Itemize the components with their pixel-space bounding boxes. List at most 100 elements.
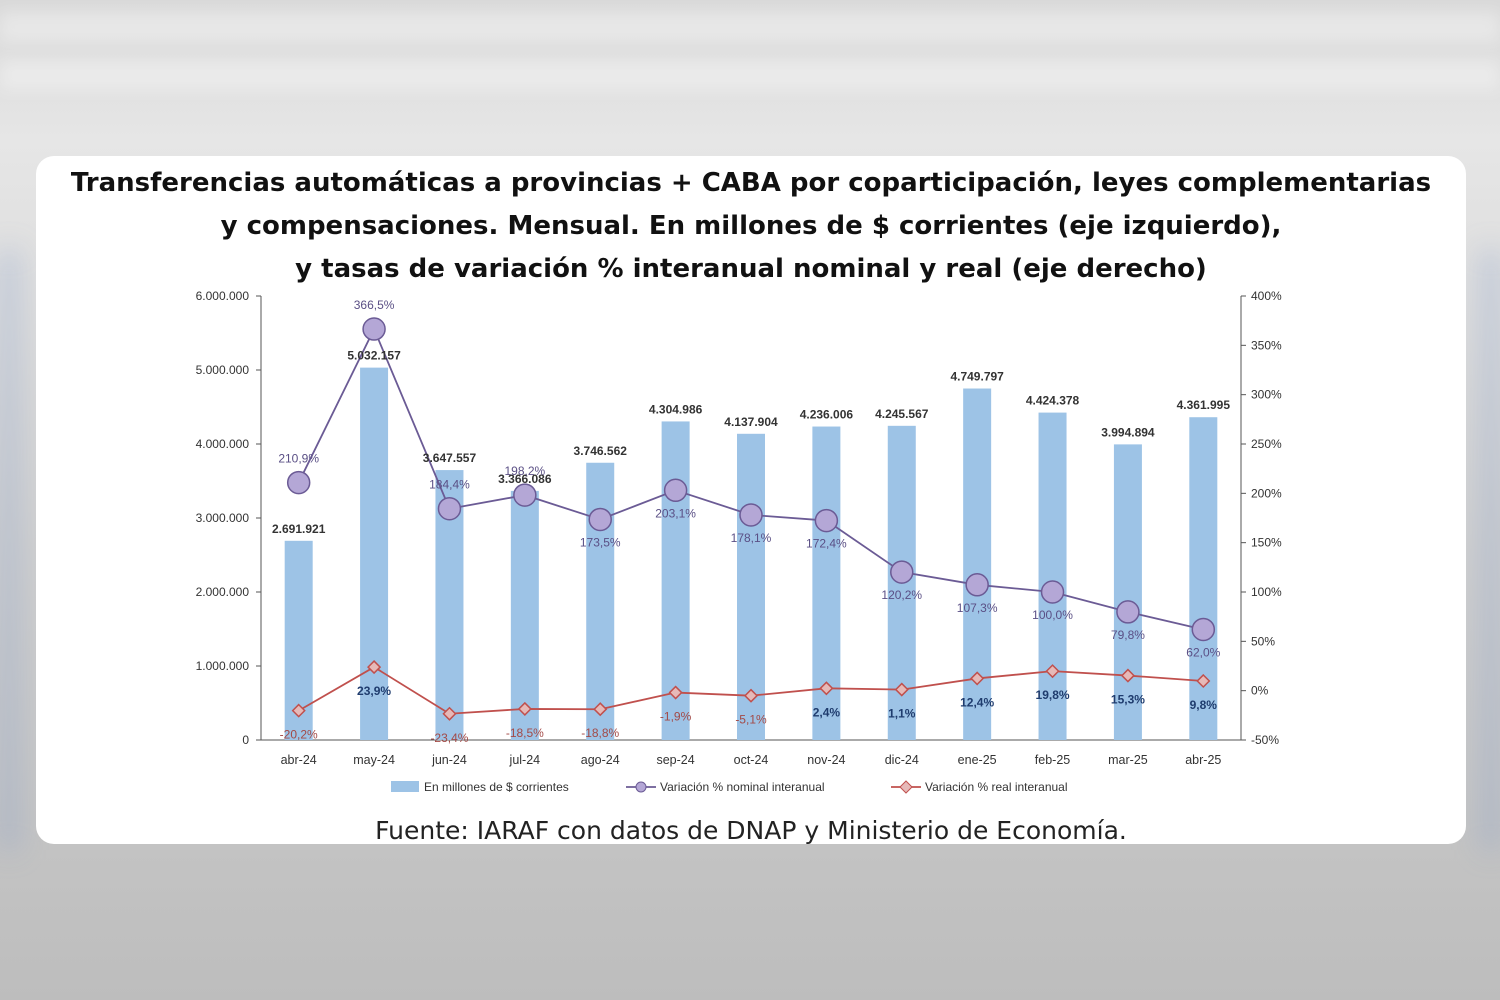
nominal-data-label: 198,2% bbox=[504, 464, 545, 478]
nominal-data-label: 203,1% bbox=[655, 506, 696, 520]
nominal-data-label: 79,8% bbox=[1111, 628, 1145, 642]
real-point bbox=[291, 703, 306, 718]
right-axis-tick-label: 300% bbox=[1251, 388, 1282, 402]
x-axis-tick-label: abr-24 bbox=[281, 753, 317, 767]
bar bbox=[586, 462, 615, 740]
x-axis-tick-label: mar-25 bbox=[1108, 753, 1148, 767]
nominal-point bbox=[890, 560, 914, 584]
left-axis-tick-label: 4.000.000 bbox=[196, 437, 250, 451]
source-note: Fuente: IARAF con datos de DNAP y Minist… bbox=[375, 816, 1127, 844]
x-axis-tick-label: ago-24 bbox=[581, 753, 620, 767]
right-axis-tick-label: 50% bbox=[1251, 634, 1275, 648]
x-axis-tick-label: nov-24 bbox=[807, 753, 845, 767]
x-axis-tick-label: jun-24 bbox=[431, 753, 467, 767]
bar-data-label: 4.137.904 bbox=[724, 415, 778, 429]
nominal-data-label: 210,9% bbox=[278, 452, 319, 466]
bar-data-label: 3.746.562 bbox=[574, 444, 628, 458]
x-axis-tick-label: oct-24 bbox=[734, 753, 769, 767]
real-data-label: 23,9% bbox=[357, 684, 391, 698]
right-axis-tick-label: 200% bbox=[1251, 486, 1282, 500]
bar-data-label: 4.424.378 bbox=[1026, 394, 1080, 408]
left-axis-tick-label: 2.000.000 bbox=[196, 585, 250, 599]
right-axis-tick-label: -50% bbox=[1251, 733, 1279, 747]
chart-title: Transferencias automáticas a provincias … bbox=[36, 162, 1466, 291]
bar-data-label: 4.236.006 bbox=[800, 408, 854, 422]
real-point bbox=[517, 701, 532, 716]
real-point bbox=[442, 706, 457, 721]
x-axis-tick-label: sep-24 bbox=[656, 753, 694, 767]
nominal-data-label: 100,0% bbox=[1032, 608, 1073, 622]
bar bbox=[510, 490, 539, 740]
real-point bbox=[743, 688, 759, 703]
real-data-label: -18,5% bbox=[506, 726, 544, 740]
nominal-data-label: 120,2% bbox=[881, 588, 922, 602]
bar bbox=[1113, 444, 1142, 740]
blurred-background-text bbox=[0, 60, 1500, 90]
combo-chart: 0 1.000.000 2.000.000 3.000.000 4.000.000 5.0… bbox=[196, 289, 1282, 794]
real-point bbox=[970, 671, 985, 686]
left-axis-tick-label: 5.000.000 bbox=[196, 363, 250, 377]
x-axis-tick-label: ene-25 bbox=[958, 753, 997, 767]
nominal-data-label: 107,3% bbox=[957, 601, 998, 615]
nominal-data-label: 62,0% bbox=[1186, 645, 1220, 659]
nominal-point bbox=[362, 317, 386, 341]
nominal-point bbox=[588, 507, 612, 532]
chart-title-line-2: y compensaciones. Mensual. En millones d… bbox=[220, 211, 1282, 241]
nominal-point bbox=[437, 496, 462, 521]
nominal-point bbox=[1116, 600, 1140, 624]
real-data-label: 12,4% bbox=[960, 695, 994, 709]
real-data-label: -1,9% bbox=[660, 710, 692, 724]
real-point bbox=[593, 702, 608, 717]
x-axis-tick-label: may-24 bbox=[353, 753, 395, 767]
legend-real-marker bbox=[899, 780, 913, 794]
real-point bbox=[1045, 664, 1060, 679]
bar-data-label: 4.749.797 bbox=[950, 370, 1004, 384]
left-axis-tick-label: 0 bbox=[242, 733, 249, 747]
bar-data-label: 4.361.995 bbox=[1177, 398, 1231, 412]
x-axis-tick-label: feb-25 bbox=[1035, 753, 1070, 767]
bar-data-label: 3.994.894 bbox=[1101, 425, 1155, 439]
right-axis-tick-label: 150% bbox=[1251, 536, 1282, 550]
bar-data-label: 3.366.086 bbox=[498, 472, 552, 486]
bar-data-label: 4.245.567 bbox=[875, 407, 929, 421]
chart-title-line-1: Transferencias automáticas a provincias … bbox=[70, 168, 1432, 198]
x-axis-tick-label: jul-24 bbox=[509, 753, 541, 767]
real-data-label: 2,4% bbox=[813, 705, 841, 719]
legend-bar-label: En millones de $ corrientes bbox=[424, 780, 569, 794]
real-data-label: 19,8% bbox=[1036, 688, 1070, 702]
nominal-point bbox=[513, 483, 537, 507]
right-axis-tick-label: 0% bbox=[1251, 684, 1269, 698]
real-point bbox=[819, 681, 834, 696]
x-axis-tick-label: abr-25 bbox=[1185, 753, 1221, 767]
real-point bbox=[1196, 673, 1211, 689]
bar-data-label: 4.304.986 bbox=[649, 402, 703, 416]
nominal-point bbox=[663, 478, 688, 503]
legend-real-label: Variación % real interanual bbox=[925, 780, 1068, 794]
nominal-data-label: 184,4% bbox=[429, 478, 470, 492]
nominal-point bbox=[1040, 580, 1065, 604]
bar bbox=[1038, 412, 1067, 740]
blurred-background-text bbox=[0, 12, 1500, 42]
legend-nominal-label: Variación % nominal interanual bbox=[660, 780, 825, 794]
bar-data-label: 2.691.921 bbox=[272, 522, 326, 536]
chart-card: Transferencias automáticas a provincias … bbox=[36, 156, 1466, 844]
bar-data-label: 3.647.557 bbox=[423, 451, 477, 465]
nominal-data-label: 173,5% bbox=[580, 535, 621, 549]
nominal-data-label: 172,4% bbox=[806, 537, 847, 551]
real-point bbox=[367, 660, 382, 675]
nominal-point bbox=[814, 508, 839, 533]
real-data-label: -18,8% bbox=[581, 726, 619, 740]
legend-bar-swatch bbox=[391, 781, 419, 792]
right-axis-tick-label: 100% bbox=[1251, 585, 1282, 599]
chart-title-line-3: y tasas de variación % interanual nomina… bbox=[295, 254, 1207, 284]
real-point bbox=[1120, 668, 1135, 683]
x-axis-tick-label: dic-24 bbox=[885, 753, 919, 767]
bar-data-label: 5.032.157 bbox=[347, 349, 401, 363]
nominal-point bbox=[739, 503, 763, 527]
bar bbox=[1189, 417, 1218, 740]
left-axis-tick-label: 1.000.000 bbox=[196, 659, 250, 673]
real-data-label: -5,1% bbox=[735, 713, 767, 727]
nominal-point bbox=[286, 470, 311, 495]
nominal-data-label: 366,5% bbox=[354, 298, 395, 312]
right-axis-tick-label: 350% bbox=[1251, 338, 1282, 352]
